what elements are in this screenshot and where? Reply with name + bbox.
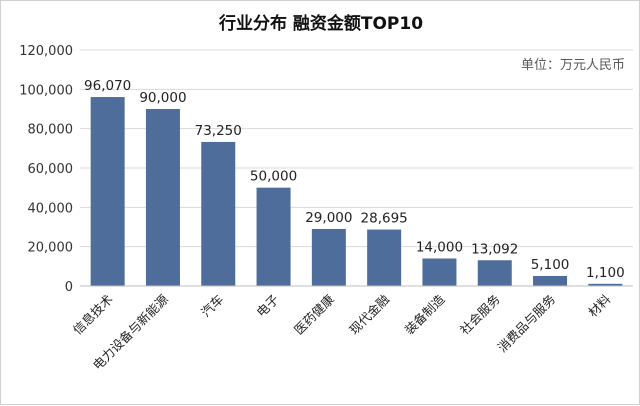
y-tick-label: 0 — [65, 280, 73, 295]
bars — [90, 97, 623, 286]
bar — [533, 275, 568, 286]
y-tick-label: 100,000 — [19, 83, 73, 98]
y-tick-label: 80,000 — [28, 123, 74, 138]
bar — [311, 228, 346, 286]
y-tick-label: 40,000 — [28, 201, 74, 216]
unit-label: 单位：万元人民币 — [521, 58, 625, 73]
chart-title: 行业分布 融资金额TOP10 — [218, 13, 423, 34]
data-label: 1,100 — [586, 265, 625, 281]
data-label: 28,695 — [361, 211, 408, 227]
bar — [201, 141, 236, 286]
bar — [477, 260, 512, 286]
data-label: 50,000 — [250, 169, 297, 185]
x-tick-label: 材料 — [585, 291, 614, 320]
data-label: 13,092 — [471, 241, 518, 257]
y-tick-label: 60,000 — [28, 162, 74, 177]
data-label: 73,250 — [195, 123, 242, 139]
bar — [256, 187, 291, 286]
data-label: 29,000 — [305, 210, 352, 226]
x-tick-label: 现代金融 — [346, 291, 392, 337]
x-tick-label: 装备制造 — [402, 291, 448, 337]
data-label: 14,000 — [416, 239, 463, 255]
bar — [145, 109, 180, 286]
bar — [90, 97, 125, 286]
y-tick-label: 120,000 — [19, 44, 73, 59]
bar — [588, 283, 623, 286]
x-tick-label: 汽车 — [198, 292, 226, 320]
bar — [422, 258, 457, 286]
x-tick-label: 电子 — [253, 292, 281, 320]
x-tick-label: 信息技术 — [70, 291, 116, 337]
x-tick-label: 社会服务 — [457, 292, 503, 338]
data-labels: 96,070 90,000 73,250 50,000 29,000 28,695 14,0… — [84, 78, 625, 281]
y-tick-label: 20,000 — [28, 241, 74, 256]
data-label: 5,100 — [531, 257, 570, 273]
x-tick-label: 消费品与服务 — [495, 292, 559, 356]
bar — [367, 229, 402, 286]
data-label: 90,000 — [139, 90, 186, 106]
y-axis-ticks: 0 20,000 40,000 60,000 80,000 100,000 120,000 — [19, 44, 73, 295]
data-label: 96,070 — [84, 78, 131, 94]
x-tick-label: 医药健康 — [291, 291, 337, 337]
